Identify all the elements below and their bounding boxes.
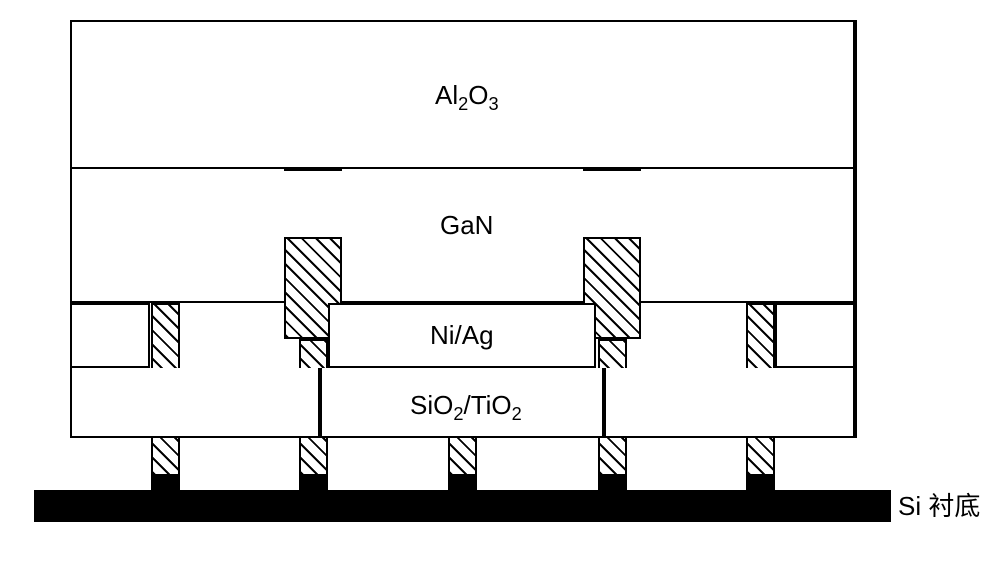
sio2-layer-0 <box>70 368 320 438</box>
label-gan: GaN <box>440 210 493 241</box>
label-sio2: SiO2/TiO2 <box>410 390 522 425</box>
diagram-stage: Al2O3 GaN Ni/Ag SiO2/TiO2 Si 衬底 <box>0 0 1000 562</box>
pillar-plug-0 <box>151 474 180 490</box>
pillar-plug-2 <box>448 474 477 490</box>
si-substrate <box>34 490 891 522</box>
niag-layer-2 <box>775 303 855 368</box>
label-niag: Ni/Ag <box>430 320 494 351</box>
outer-right <box>855 20 857 438</box>
niag-layer-0 <box>70 303 150 368</box>
sio2-layer-2 <box>604 368 855 438</box>
pillar-plug-1 <box>299 474 328 490</box>
gan-layer-seg-2 <box>641 169 855 303</box>
label-si-substrate: Si 衬底 <box>898 486 980 523</box>
outer-left <box>70 20 72 438</box>
label-al2o3: Al2O3 <box>435 80 499 115</box>
pillar-plug-4 <box>746 474 775 490</box>
gan-layer-seg-0 <box>70 169 284 303</box>
pillar-plug-3 <box>598 474 627 490</box>
